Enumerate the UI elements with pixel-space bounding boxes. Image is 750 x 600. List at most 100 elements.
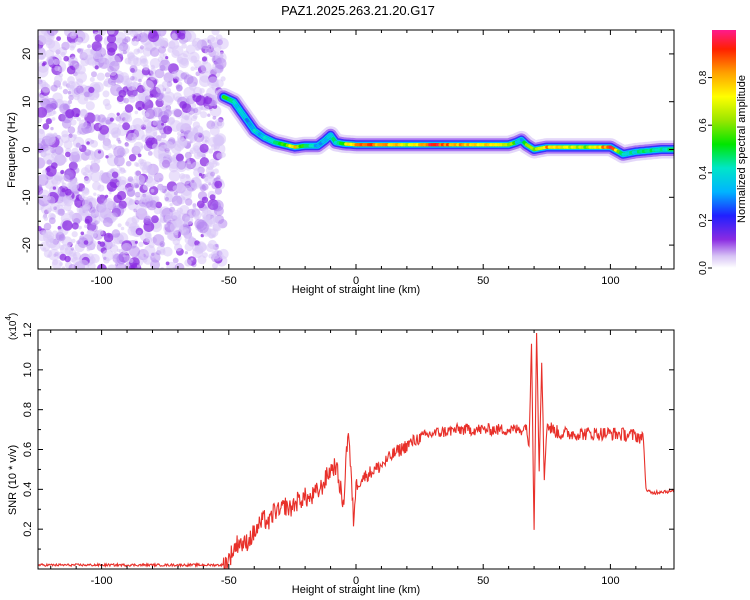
noise-blob: [78, 259, 90, 269]
noise-blob: [38, 225, 42, 232]
noise-blob: [133, 208, 138, 213]
noise-blob: [213, 168, 219, 174]
noise-blob: [155, 92, 164, 101]
noise-blob: [145, 177, 156, 188]
colorbar-tick-label: 0.6: [698, 118, 709, 132]
noise-blob: [164, 214, 172, 221]
noise-blob: [65, 109, 75, 119]
y-tick-label: 0.2: [22, 522, 34, 537]
noise-blob: [193, 86, 203, 96]
noise-blob: [149, 68, 157, 75]
x-tick-label: 0: [353, 575, 359, 587]
noise-blob: [140, 95, 146, 102]
noise-blob: [192, 206, 197, 211]
noise-blob: [172, 257, 179, 264]
noise-blob: [192, 114, 198, 120]
noise-blob: [71, 222, 79, 230]
x-tick-label: 50: [477, 275, 489, 287]
noise-blob: [206, 87, 218, 98]
noise-blob: [150, 188, 155, 193]
noise-blob: [61, 266, 66, 269]
noise-blob: [118, 119, 124, 124]
noise-blob: [142, 257, 148, 263]
noise-blob: [150, 64, 156, 70]
y-tick-label: 10: [21, 96, 33, 108]
noise-blob: [46, 30, 58, 36]
noise-blob: [57, 175, 63, 181]
bottom-y-ticks: 0.2 0.4 0.6 0.8 1.0 1.2: [22, 322, 674, 550]
x-tick-label: 0: [353, 275, 359, 287]
noise-blob: [215, 243, 219, 248]
noise-blob: [183, 74, 194, 85]
noise-blob: [164, 150, 172, 158]
noise-blob: [165, 56, 169, 60]
noise-blob: [42, 231, 55, 243]
noise-blob: [38, 51, 46, 61]
noise-blob: [56, 36, 61, 41]
noise-blob: [84, 149, 92, 156]
bottom-x-axis-label: Height of straight line (km): [292, 584, 420, 596]
noise-blob: [154, 264, 160, 269]
noise-blob: [97, 240, 101, 245]
x-tick-label: -50: [221, 575, 237, 587]
noise-blob: [48, 217, 56, 225]
noise-blob: [214, 118, 225, 129]
noise-blob: [55, 134, 62, 141]
noise-blob: [133, 48, 140, 55]
noise-blob: [128, 198, 135, 205]
noise-blob: [84, 215, 93, 224]
noise-blob: [212, 115, 217, 120]
noise-blob: [125, 160, 132, 167]
noise-blob: [136, 264, 141, 268]
noise-blob: [103, 232, 114, 243]
noise-blob: [147, 30, 160, 43]
noise-blob: [159, 157, 171, 170]
noise-blob: [209, 125, 220, 136]
noise-blob: [139, 162, 148, 171]
noise-blob: [214, 187, 222, 195]
y-tick-label: -20: [21, 237, 33, 253]
noise-blob: [42, 61, 47, 66]
noise-blob: [149, 47, 160, 57]
noise-blob: [56, 71, 61, 76]
noise-blob: [149, 200, 157, 208]
y-tick-label: 0.8: [22, 402, 34, 417]
noise-blob: [53, 206, 57, 210]
noise-blob: [83, 91, 90, 98]
noise-blob: [132, 90, 139, 96]
noise-blob: [68, 94, 74, 101]
noise-blob: [137, 230, 142, 235]
y-tick-label: 1.2: [22, 322, 34, 337]
noise-blob: [184, 259, 192, 267]
colorbar-tick-label: 0.2: [698, 213, 709, 227]
noise-blob: [78, 145, 83, 149]
noise-blob: [76, 48, 81, 53]
noise-blob: [75, 71, 87, 83]
noise-blob: [83, 240, 89, 245]
noise-blob: [105, 119, 111, 125]
colorbar-tick-label: 0.8: [698, 70, 709, 84]
noise-blob: [195, 244, 199, 249]
noise-blob: [146, 236, 153, 244]
noise-blob: [109, 117, 114, 122]
noise-blob: [73, 87, 81, 95]
noise-blob: [167, 41, 176, 49]
noise-blob: [177, 132, 181, 136]
noise-blob: [132, 117, 144, 130]
noise-blob: [104, 72, 111, 78]
noise-blob: [99, 241, 106, 247]
noise-blob: [197, 221, 209, 234]
noise-blob: [187, 160, 191, 165]
noise-blob: [43, 216, 49, 221]
noise-blob: [48, 249, 60, 261]
noise-blob: [193, 210, 202, 219]
noise-blob: [185, 198, 193, 206]
y-tick-label: 20: [21, 48, 33, 60]
noise-blob: [171, 33, 178, 40]
noise-blob: [107, 153, 113, 159]
noise-blob: [122, 254, 126, 258]
noise-blob: [42, 123, 50, 130]
noise-blob: [129, 65, 138, 73]
noise-blob: [124, 221, 130, 226]
